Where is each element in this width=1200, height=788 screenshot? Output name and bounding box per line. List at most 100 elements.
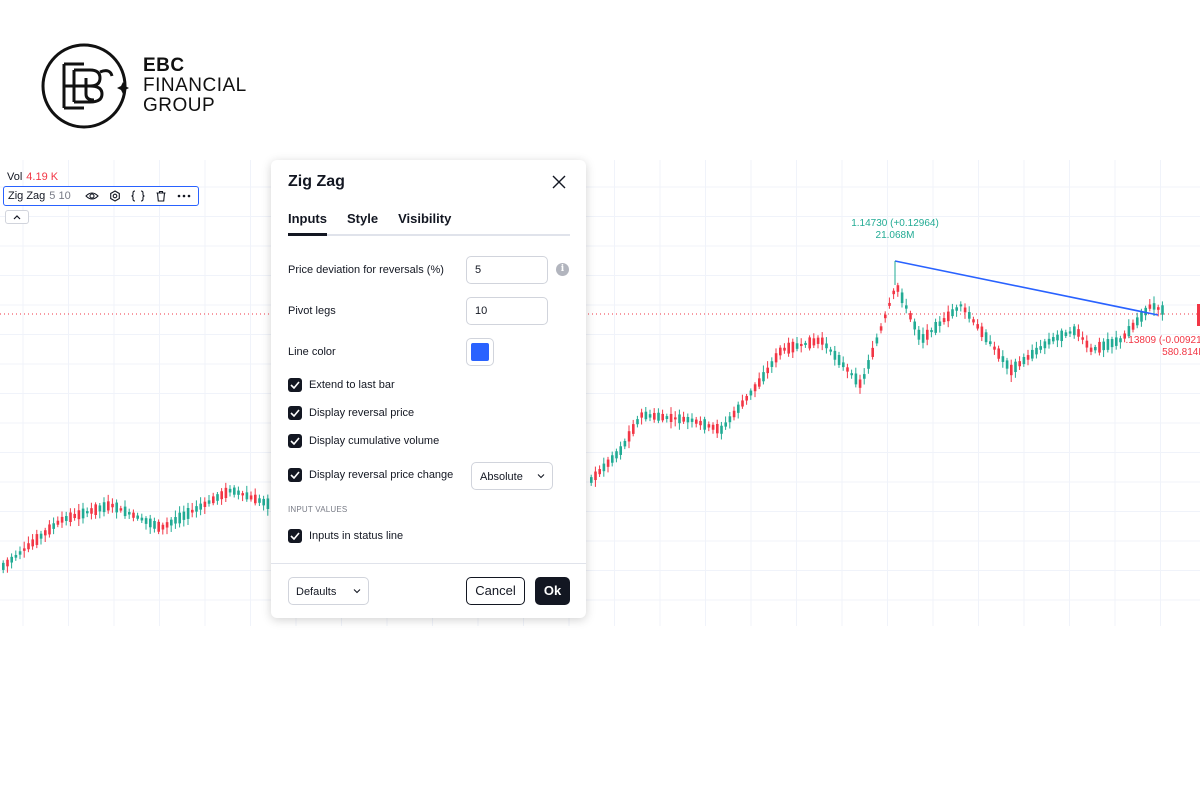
check-icon xyxy=(290,381,300,389)
candle-body xyxy=(186,507,190,519)
candle-body xyxy=(241,493,244,496)
footer-divider xyxy=(271,563,586,564)
check-icon xyxy=(290,532,300,540)
candle-body xyxy=(686,416,690,423)
candle-body xyxy=(980,326,984,338)
candle-body xyxy=(850,373,853,376)
candle-body xyxy=(955,307,958,311)
candle-body xyxy=(123,506,127,517)
trash-icon[interactable] xyxy=(153,188,169,204)
candle-body xyxy=(753,384,757,392)
candle-body xyxy=(1001,356,1005,362)
deviation-input[interactable]: 5 xyxy=(466,256,548,284)
collapse-legend-button[interactable] xyxy=(5,210,29,224)
candle-body xyxy=(854,373,858,385)
extend-checkbox[interactable] xyxy=(288,378,302,392)
candle-body xyxy=(905,305,908,309)
more-icon[interactable] xyxy=(176,188,192,204)
candle-body xyxy=(690,418,694,422)
candle-body xyxy=(766,367,769,374)
candle-body xyxy=(1073,326,1076,336)
candle-body xyxy=(1068,331,1072,334)
line-color-fill xyxy=(471,343,489,361)
cumulative-volume-checkbox[interactable] xyxy=(288,434,302,448)
candle-body xyxy=(18,551,22,555)
inputs-in-status-line-row[interactable]: Inputs in status line xyxy=(288,529,403,543)
close-icon xyxy=(552,175,566,189)
candle-body xyxy=(1115,337,1118,346)
source-code-icon[interactable] xyxy=(130,188,146,204)
input-values-heading: INPUT VALUES xyxy=(288,505,348,514)
chevron-down-icon xyxy=(353,589,361,594)
candle-body xyxy=(1052,337,1055,342)
candle-body xyxy=(115,502,118,513)
line-color-picker[interactable] xyxy=(466,338,494,366)
status-line-checkbox[interactable] xyxy=(288,529,302,543)
candle-body xyxy=(1106,339,1110,350)
tab-visibility[interactable]: Visibility xyxy=(398,211,452,226)
candle-body xyxy=(81,508,85,519)
candle-body xyxy=(976,324,979,329)
candle-body xyxy=(199,503,202,510)
reversal-price-checkbox[interactable] xyxy=(288,406,302,420)
candle-body xyxy=(917,329,921,340)
chart-canvas[interactable] xyxy=(0,160,1200,626)
candle-body xyxy=(254,494,257,504)
dialog-title: Zig Zag xyxy=(288,173,345,190)
candle-body xyxy=(921,334,925,343)
indicator-name[interactable]: Zig Zag xyxy=(8,190,46,202)
candle-body xyxy=(627,431,631,442)
candle-body xyxy=(779,347,782,356)
candle-body xyxy=(27,543,30,550)
tabs-divider xyxy=(288,234,570,236)
check-icon xyxy=(290,437,300,445)
reversal-change-checkbox[interactable] xyxy=(288,468,302,482)
candle-body xyxy=(825,343,828,349)
candle-body xyxy=(1056,334,1059,341)
candle-body xyxy=(812,338,816,346)
candle-body xyxy=(1014,361,1017,373)
pivot-legs-input[interactable]: 10 xyxy=(466,297,548,325)
candle-body xyxy=(774,353,778,363)
candle-body xyxy=(262,498,265,506)
candle-body xyxy=(1152,303,1156,310)
candle-body xyxy=(837,355,841,366)
cancel-button[interactable]: Cancel xyxy=(466,577,525,605)
zigzag-line xyxy=(894,260,1159,316)
candle-body xyxy=(846,367,849,372)
candle-body xyxy=(52,523,55,529)
candle-body xyxy=(1018,361,1021,367)
defaults-dropdown[interactable]: Defaults xyxy=(288,577,369,605)
ok-button[interactable]: Ok xyxy=(535,577,570,605)
candle-body xyxy=(707,424,711,428)
candle-body xyxy=(913,321,916,330)
candle-body xyxy=(228,488,232,493)
tab-style[interactable]: Style xyxy=(347,211,379,226)
tab-inputs[interactable]: Inputs xyxy=(288,211,327,236)
change-mode-select[interactable]: Absolute xyxy=(471,462,553,490)
candle-body xyxy=(2,562,5,570)
candle-body xyxy=(60,516,64,523)
close-button[interactable] xyxy=(550,173,568,191)
eye-icon[interactable] xyxy=(84,188,100,204)
candle-body xyxy=(602,463,606,472)
candle-body xyxy=(858,379,862,388)
price-chart[interactable] xyxy=(0,160,1200,626)
candle-body xyxy=(119,508,123,511)
settings-icon[interactable] xyxy=(107,188,123,204)
candle-body xyxy=(266,498,270,509)
candle-body xyxy=(879,326,883,331)
candle-body xyxy=(993,346,996,350)
candle-body xyxy=(56,520,60,525)
candle-body xyxy=(77,510,81,520)
display-reversal-price-row[interactable]: Display reversal price xyxy=(288,406,414,420)
candle-body xyxy=(997,348,1000,359)
extend-to-last-bar-row[interactable]: Extend to last bar xyxy=(288,378,395,392)
chevron-up-icon xyxy=(13,215,21,220)
indicator-legend[interactable]: Zig Zag 5 10 xyxy=(3,186,199,206)
info-icon[interactable]: i xyxy=(556,263,569,276)
display-reversal-change-row[interactable]: Display reversal price change xyxy=(288,468,453,482)
zigzag-low-label: .13809 (-0.00921) 580.814K xyxy=(1110,335,1200,359)
candle-body xyxy=(212,496,215,504)
display-cumulative-volume-row[interactable]: Display cumulative volume xyxy=(288,434,439,448)
